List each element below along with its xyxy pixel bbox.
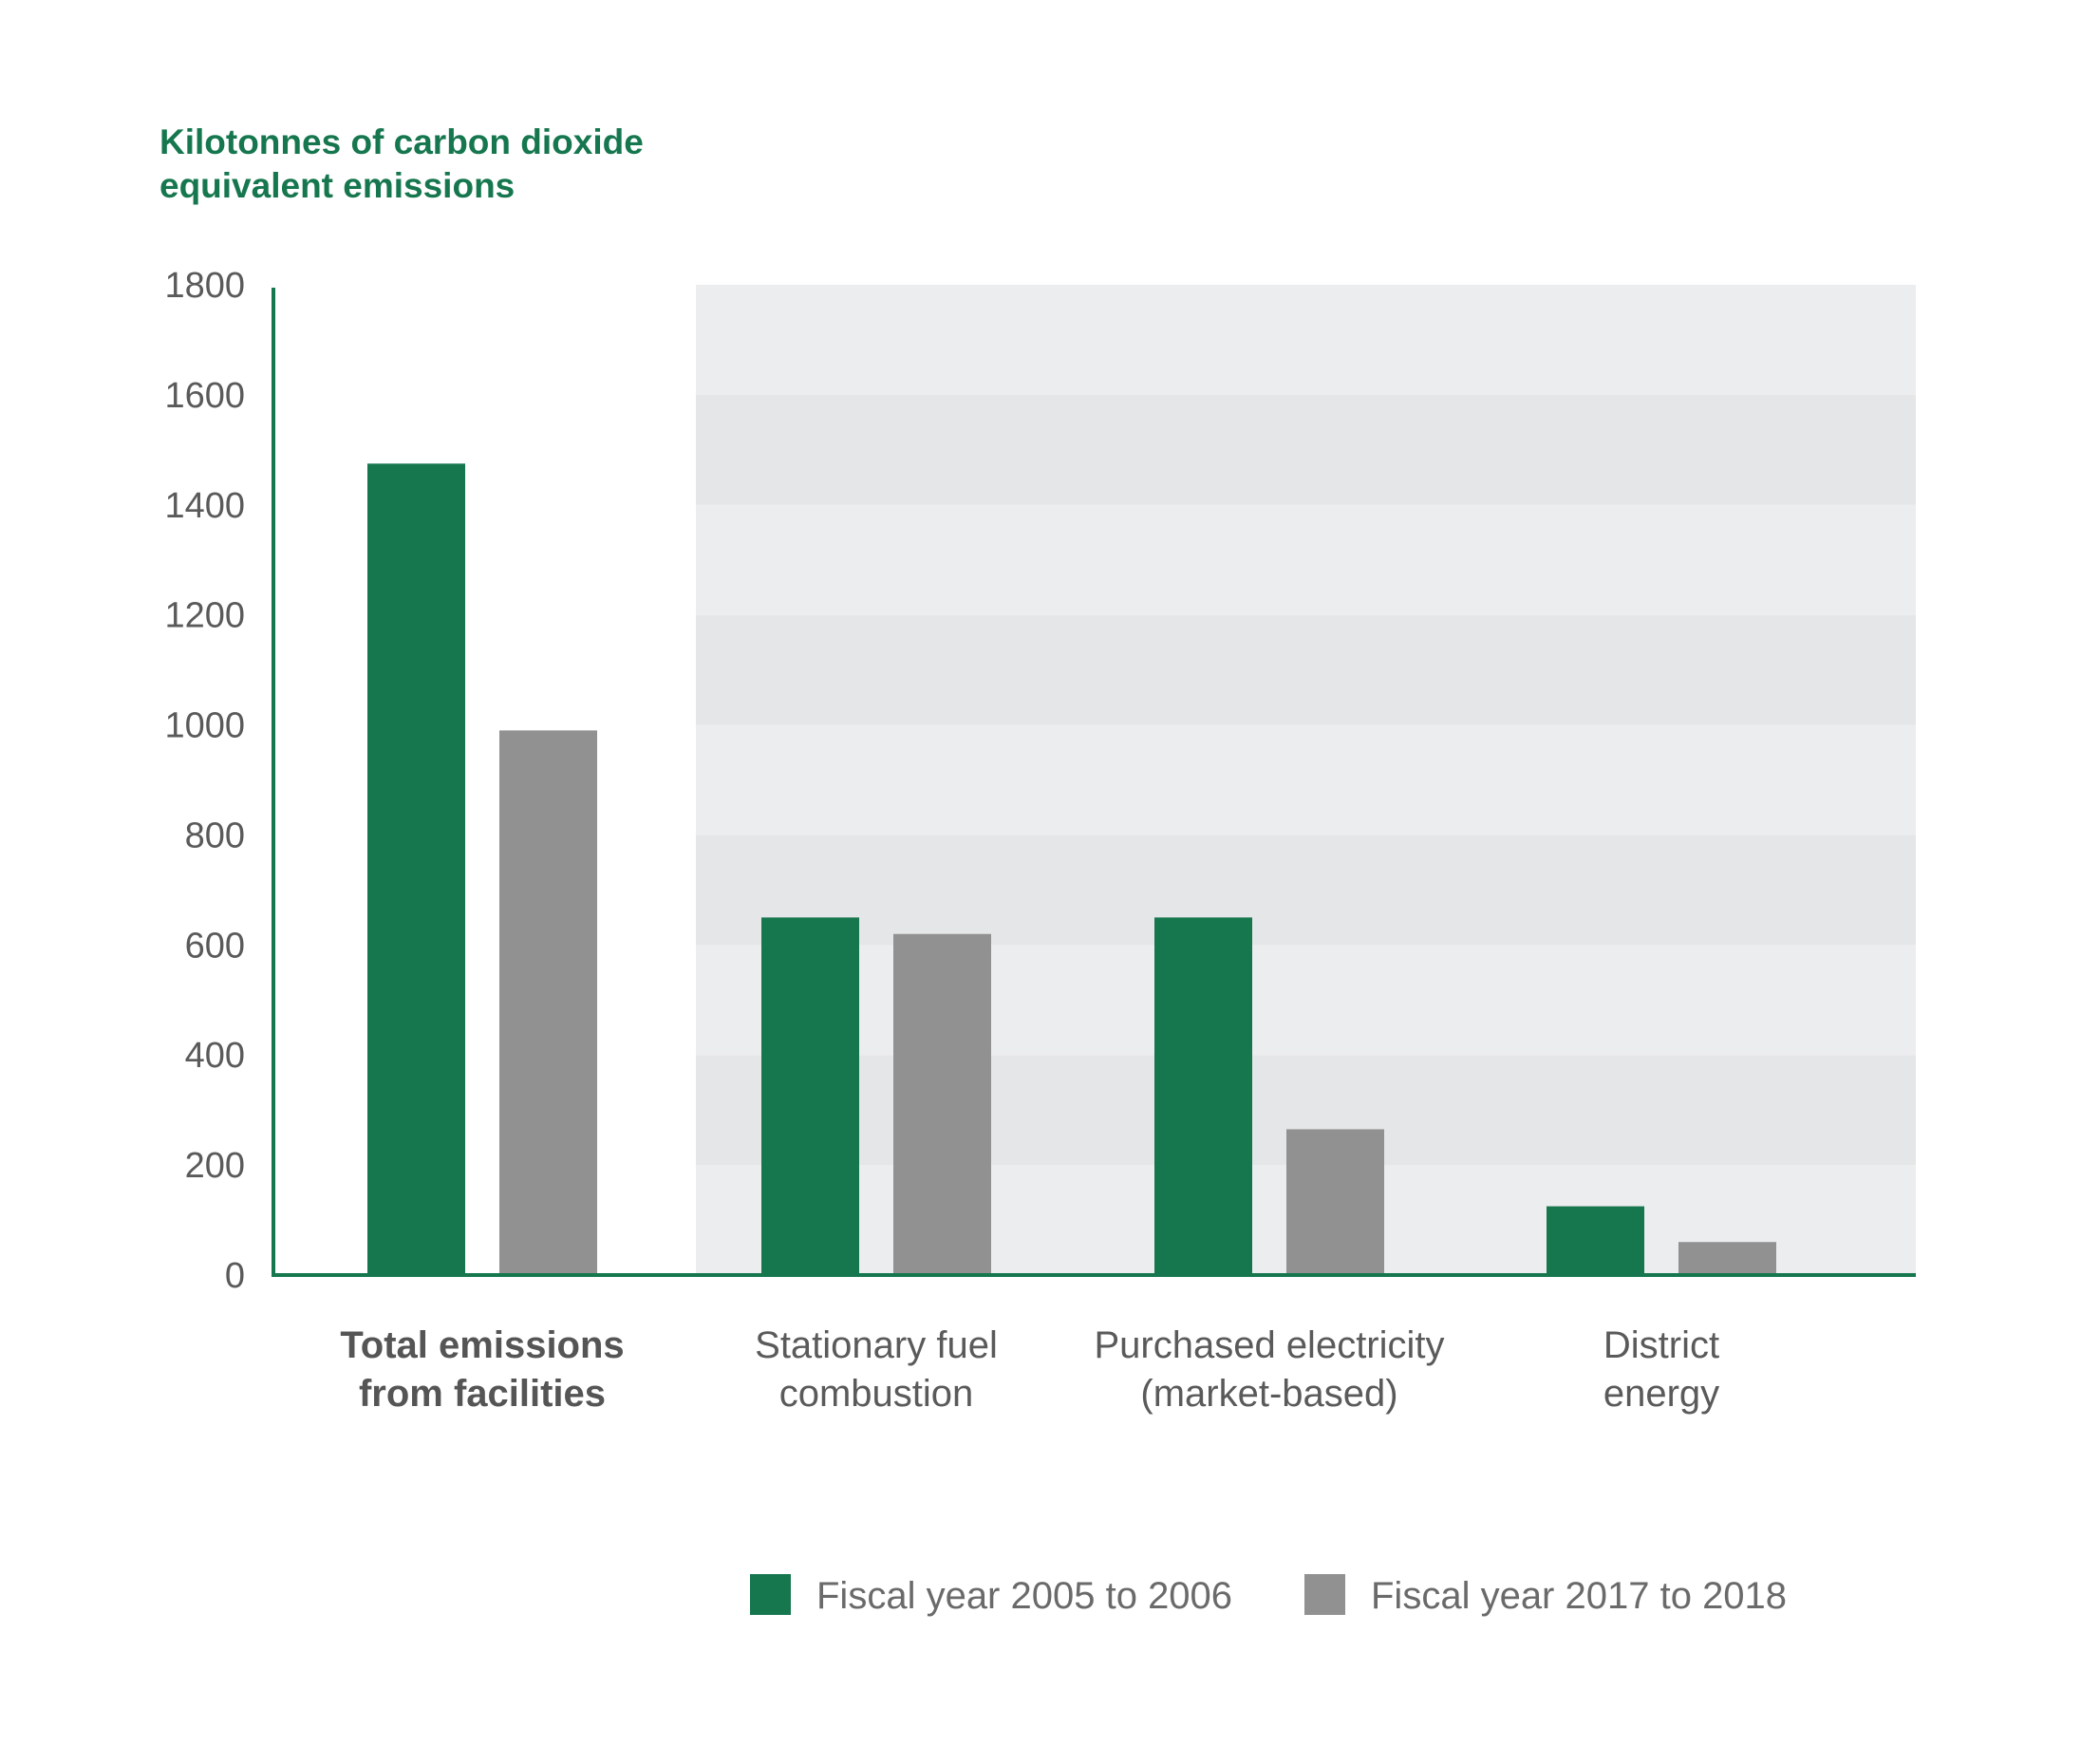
y-tick-label: 400 — [185, 1036, 245, 1076]
category-labels: Total emissions from facilities Stationary… — [340, 1324, 1719, 1415]
background-band — [696, 394, 1916, 505]
bar-fy2005-2006 — [1547, 1206, 1644, 1275]
y-axis-title-line: equivalent emissions — [159, 166, 515, 205]
bar-fy2005-2006 — [761, 917, 859, 1275]
category-label: Purchased electricity — [1094, 1324, 1444, 1366]
y-axis-title: Kilotonnes of carbon dioxide equivalent e… — [159, 122, 644, 205]
category-label: (market-based) — [1140, 1373, 1397, 1415]
bar-fy2005-2006 — [367, 463, 465, 1275]
category-label: Total emissions — [340, 1324, 624, 1366]
bar-fy2017-2018 — [499, 730, 597, 1275]
y-axis-ticks: 0 200 400 600 800 1000 1200 1400 1600 1800 — [164, 266, 245, 1296]
background-band — [696, 285, 1916, 395]
background-band — [696, 724, 1916, 835]
y-tick-label: 0 — [225, 1256, 245, 1296]
y-tick-label: 600 — [185, 926, 245, 966]
background-band — [696, 614, 1916, 725]
legend-swatch — [750, 1574, 791, 1615]
y-tick-label: 1800 — [164, 266, 245, 306]
background-bands — [696, 285, 1916, 1275]
background-band — [696, 504, 1916, 615]
category-label: District — [1603, 1324, 1719, 1366]
y-axis-title-line: Kilotonnes of carbon dioxide — [159, 122, 644, 161]
category-label: from facilities — [359, 1373, 606, 1415]
y-tick-label: 1400 — [164, 486, 245, 526]
y-tick-label: 800 — [185, 816, 245, 855]
bar-fy2017-2018 — [893, 933, 991, 1275]
axes — [272, 288, 1916, 1277]
category-label: Stationary fuel — [755, 1324, 998, 1366]
bars — [367, 463, 1776, 1275]
legend: Fiscal year 2005 to 2006 Fiscal year 2017… — [750, 1574, 1787, 1617]
background-band — [696, 945, 1916, 1056]
background-band — [696, 835, 1916, 946]
y-tick-label: 1600 — [164, 376, 245, 416]
bar-fy2005-2006 — [1154, 917, 1252, 1275]
bar-fy2017-2018 — [1678, 1242, 1776, 1275]
bar-fy2017-2018 — [1286, 1129, 1384, 1275]
y-tick-label: 200 — [185, 1146, 245, 1186]
y-tick-label: 1000 — [164, 706, 245, 746]
legend-label: Fiscal year 2017 to 2018 — [1371, 1575, 1787, 1617]
legend-swatch — [1304, 1574, 1345, 1615]
legend-label: Fiscal year 2005 to 2006 — [816, 1575, 1232, 1617]
y-tick-label: 1200 — [164, 596, 245, 636]
category-label: energy — [1603, 1373, 1719, 1415]
category-label: combustion — [779, 1373, 974, 1415]
